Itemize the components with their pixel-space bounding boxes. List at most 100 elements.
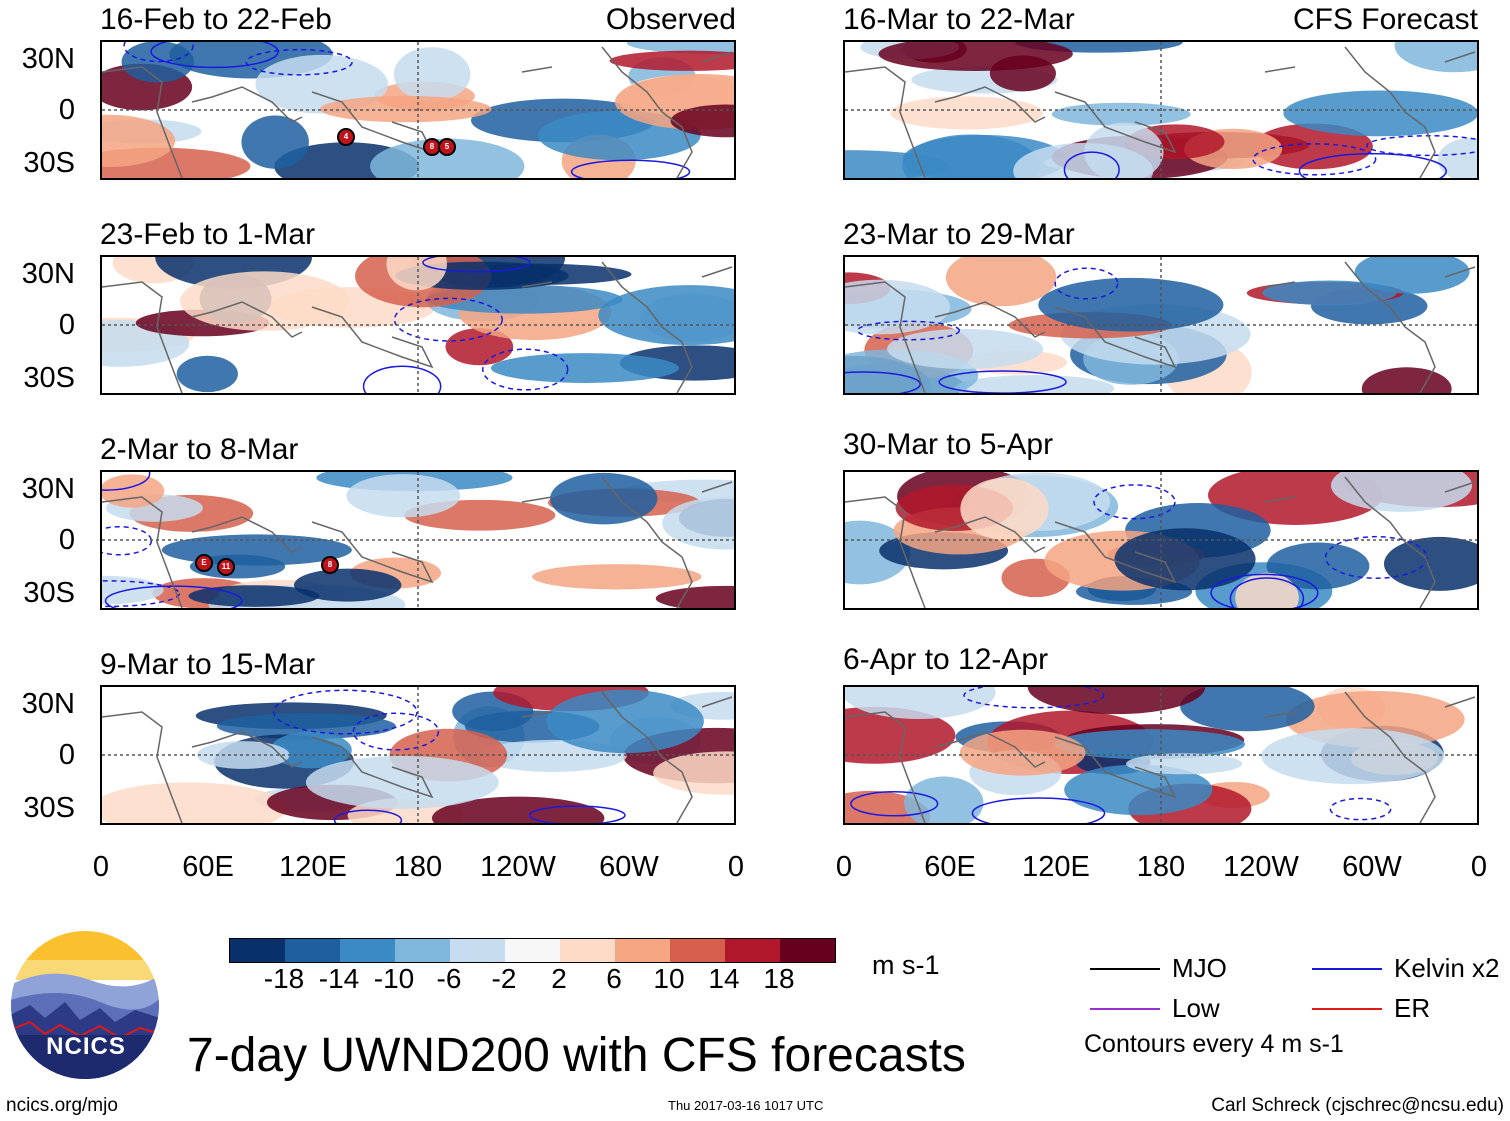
anomaly-field: [102, 687, 734, 823]
map-panel-7: [843, 470, 1479, 610]
anomaly-field: [102, 42, 734, 178]
anomaly-blob: [393, 47, 471, 102]
ncics-logo: [11, 931, 159, 1079]
anomaly-field: [845, 472, 1477, 608]
anomaly-blob: [845, 520, 911, 585]
colorbar-tick: -10: [373, 963, 415, 994]
anomaly-blob: [546, 689, 704, 754]
anomaly-blob: [1283, 90, 1477, 137]
anomaly-blob: [102, 114, 176, 168]
anomaly-blob: [845, 687, 996, 720]
cyclone-marker: 11: [217, 558, 235, 576]
anomaly-blob: [954, 374, 1115, 393]
legend-label: MJO: [1172, 953, 1227, 983]
legend-label: ER: [1394, 993, 1431, 1023]
lon-tick: 120W: [1223, 851, 1299, 883]
coastline: [102, 691, 733, 823]
anomaly-blob: [655, 585, 734, 608]
lon-tick: 180: [393, 851, 443, 883]
coastline: [845, 261, 1476, 393]
anomaly-field: [845, 687, 1477, 823]
lat-tick: 30N: [21, 473, 75, 505]
panel-title-5: 16-Mar to 22-Mar: [843, 3, 1075, 36]
kelvin-contour: [971, 797, 1106, 823]
colorbar-tick: -2: [491, 963, 517, 994]
kelvin-contour: [1063, 151, 1120, 178]
anomaly-blob: [1126, 753, 1243, 775]
lat-tick: 30N: [21, 688, 75, 720]
anomaly-blob: [1361, 367, 1452, 393]
colorbar-cell: [670, 939, 725, 962]
footer-author: Carl Schreck (cjschrec@ncsu.edu): [1211, 1095, 1504, 1116]
anomaly-blob: [386, 257, 447, 291]
kelvin-contour: [850, 790, 939, 817]
coastline: [845, 46, 1476, 178]
kelvin-contour: [123, 42, 194, 63]
anomaly-blob: [1235, 572, 1299, 608]
anomaly-blob: [293, 568, 402, 602]
anomaly-blob: [662, 496, 734, 550]
lon-tick: 60E: [182, 851, 234, 883]
coastline: [102, 476, 733, 608]
coastline: [845, 476, 1476, 608]
lat-tick: 0: [58, 94, 75, 126]
lon-tick: 60W: [599, 851, 659, 883]
legend-mjo: MJO: [1090, 953, 1227, 984]
colorbar-cell: [340, 939, 395, 962]
footer-website[interactable]: ncics.org/mjo: [6, 1095, 118, 1116]
kelvin-contour: [856, 320, 961, 341]
lon-tick: 120E: [1022, 851, 1090, 883]
anomaly-blob: [241, 115, 309, 169]
anomaly-blob: [653, 751, 734, 795]
kelvin-contour: [393, 297, 503, 342]
anomaly-field: [845, 257, 1477, 393]
kelvin-contour: [1298, 152, 1447, 178]
anomaly-blob: [216, 713, 396, 740]
kelvin-contour: [362, 365, 442, 393]
anomaly-blob: [598, 285, 734, 346]
legend-swatch: [1312, 1007, 1382, 1010]
lat-tick: 30S: [23, 147, 75, 179]
colorbar-cell: [560, 939, 615, 962]
contour-note: Contours every 4 m s-1: [1084, 1030, 1344, 1058]
anomaly-blob: [1394, 42, 1477, 73]
anomaly-blob: [1354, 257, 1470, 294]
anomaly-blob: [431, 796, 605, 823]
kelvin-contour: [422, 257, 531, 273]
coastline: [102, 46, 733, 178]
lon-tick: 0: [727, 851, 745, 883]
anomaly-blob: [189, 554, 286, 579]
legend-low: Low: [1090, 993, 1220, 1024]
colorbar-tick: 18: [763, 963, 795, 994]
lon-tick: 60E: [924, 851, 976, 883]
kelvin-contour: [150, 42, 279, 69]
lon-tick: 0: [835, 851, 853, 883]
anomaly-blob: [102, 474, 165, 508]
anomaly-blob: [1253, 123, 1373, 170]
anomaly-blob: [670, 104, 734, 138]
colorbar-units: m s-1: [872, 950, 940, 980]
kelvin-contour: [1210, 573, 1319, 608]
colorbar-cell: [505, 939, 560, 962]
anomaly-blob: [959, 729, 1086, 776]
anomaly-blob: [1027, 687, 1206, 715]
cyclone-marker: 5: [438, 138, 456, 156]
lat-tick: 0: [58, 739, 75, 771]
anomaly-blob: [1383, 536, 1477, 591]
panel-title-8: 6-Apr to 12-Apr: [843, 643, 1049, 676]
legend-swatch: [1090, 1007, 1160, 1010]
legend-label: Kelvin x2: [1394, 953, 1500, 983]
cyclone-marker: 8: [321, 556, 339, 574]
panel-title-7: 30-Mar to 5-Apr: [843, 428, 1054, 461]
anomaly-field: [102, 257, 734, 393]
anomaly-blob: [102, 575, 164, 605]
anomaly-blob: [890, 96, 1043, 130]
lon-tick: 120W: [480, 851, 556, 883]
kelvin-contour: [1093, 484, 1176, 520]
colorbar-cell: [450, 939, 505, 962]
anomaly-blob: [1180, 687, 1315, 732]
anomaly-blob: [1084, 122, 1164, 178]
kelvin-contour: [963, 687, 1105, 709]
anomaly-field: [102, 472, 734, 608]
colorbar-tick: -14: [318, 963, 360, 994]
